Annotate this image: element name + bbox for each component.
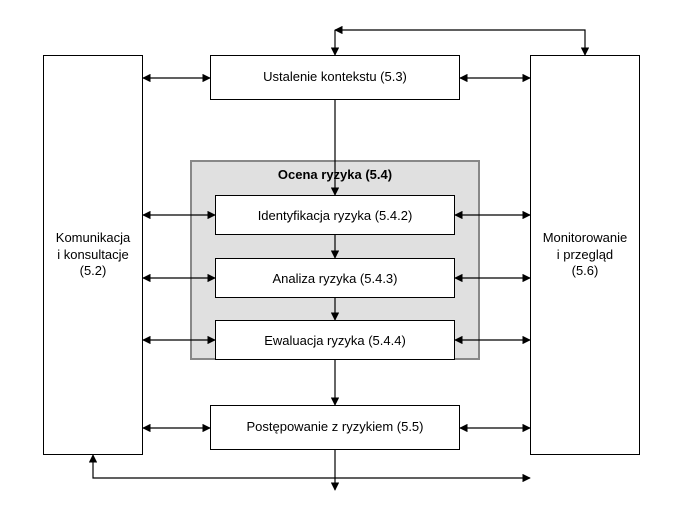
box-risk-treatment: Postępowanie z ryzykiem (5.5) — [210, 405, 460, 450]
label-risk-treatment: Postępowanie z ryzykiem (5.5) — [246, 419, 423, 436]
label-context: Ustalenie kontekstu (5.3) — [263, 69, 407, 86]
box-risk-analysis: Analiza ryzyka (5.4.3) — [215, 258, 455, 298]
label-risk-evaluation: Ewaluacja ryzyka (5.4.4) — [264, 333, 406, 348]
label-risk-identification: Identyfikacja ryzyka (5.4.2) — [258, 208, 413, 223]
box-context: Ustalenie kontekstu (5.3) — [210, 55, 460, 100]
box-risk-identification: Identyfikacja ryzyka (5.4.2) — [215, 195, 455, 235]
label-risk-assessment: Ocena ryzyka (5.4) — [230, 167, 440, 182]
box-risk-evaluation: Ewaluacja ryzyka (5.4.4) — [215, 320, 455, 360]
label-monitoring: Monitorowaniei przegląd(5.6) — [543, 230, 628, 281]
label-risk-analysis: Analiza ryzyka (5.4.3) — [273, 271, 398, 286]
box-monitoring: Monitorowaniei przegląd(5.6) — [530, 55, 640, 455]
box-communication: Komunikacjai konsultacje(5.2) — [43, 55, 143, 455]
label-communication: Komunikacjai konsultacje(5.2) — [56, 230, 130, 281]
